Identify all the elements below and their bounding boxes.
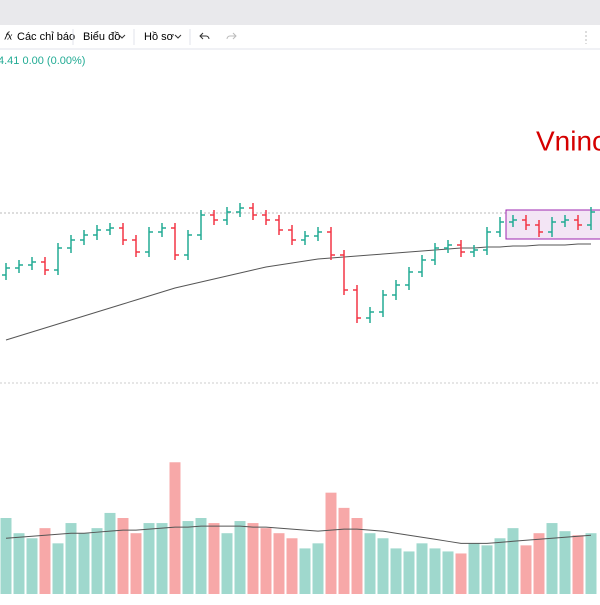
volume-bar <box>468 543 480 594</box>
volume-bar <box>208 523 220 594</box>
volume-bar <box>546 523 558 594</box>
volume-bar <box>39 528 51 594</box>
profile-button[interactable]: Hồ sơ <box>144 31 174 43</box>
volume-bar <box>494 538 506 594</box>
volume-bar <box>507 528 519 594</box>
volume-bar <box>143 523 155 594</box>
volume-bar <box>65 523 77 594</box>
volume-bar <box>195 518 207 594</box>
volume-bar <box>299 548 311 594</box>
volume-bar <box>91 528 103 594</box>
highlight-box[interactable] <box>505 209 600 240</box>
volume-bar <box>585 533 597 594</box>
volume-bar <box>117 518 129 594</box>
volume-bar <box>182 521 194 594</box>
volume-bar <box>338 507 350 594</box>
volume-bar <box>13 533 25 594</box>
volume-bar <box>377 538 389 594</box>
volume-bar <box>273 533 285 594</box>
volume-bar <box>104 512 116 594</box>
toolbar <box>0 25 600 49</box>
volume-bar <box>559 531 571 594</box>
volume-bar <box>156 523 168 594</box>
volume-bar <box>520 545 532 594</box>
volume-bar <box>169 462 181 594</box>
volume-bar <box>429 548 441 594</box>
ma-line <box>5 243 591 341</box>
fx-icon[interactable]: 𝑓x <box>4 31 12 43</box>
annotation-text[interactable]: Vninc <box>536 125 600 156</box>
volume-bar <box>403 551 415 594</box>
volume-bar <box>455 553 467 594</box>
volume-bar <box>533 533 545 594</box>
chart-button[interactable]: Biểu đồ <box>83 31 120 43</box>
legend-values: 4.41 0.00 (0.00%) <box>0 55 85 67</box>
indicators-button[interactable]: Các chỉ báo <box>17 31 75 43</box>
volume-bar <box>416 543 428 594</box>
volume-bar <box>364 533 376 594</box>
volume-bar <box>234 521 246 594</box>
volume-bar <box>247 523 259 594</box>
volume-bar <box>130 533 142 594</box>
volume-ma-line <box>5 525 592 544</box>
volume-bar <box>260 528 272 594</box>
volume-bar <box>351 518 363 594</box>
redo-button[interactable] <box>226 32 237 40</box>
volume-bar <box>221 533 233 594</box>
volume-bar <box>442 551 454 594</box>
volume-bar <box>572 535 584 594</box>
volume-bar <box>0 518 12 594</box>
undo-button[interactable] <box>199 32 210 40</box>
volume-bar <box>286 538 298 594</box>
volume-bar <box>390 548 402 594</box>
window-bar <box>0 0 600 25</box>
volume-bar <box>26 538 38 594</box>
volume-bar <box>52 543 64 594</box>
volume-bar <box>325 492 337 594</box>
volume-bar <box>481 545 493 594</box>
volume-bar <box>78 533 90 594</box>
dropdown-icon <box>118 34 126 39</box>
dropdown-icon <box>174 34 182 39</box>
volume-bar <box>312 543 324 594</box>
